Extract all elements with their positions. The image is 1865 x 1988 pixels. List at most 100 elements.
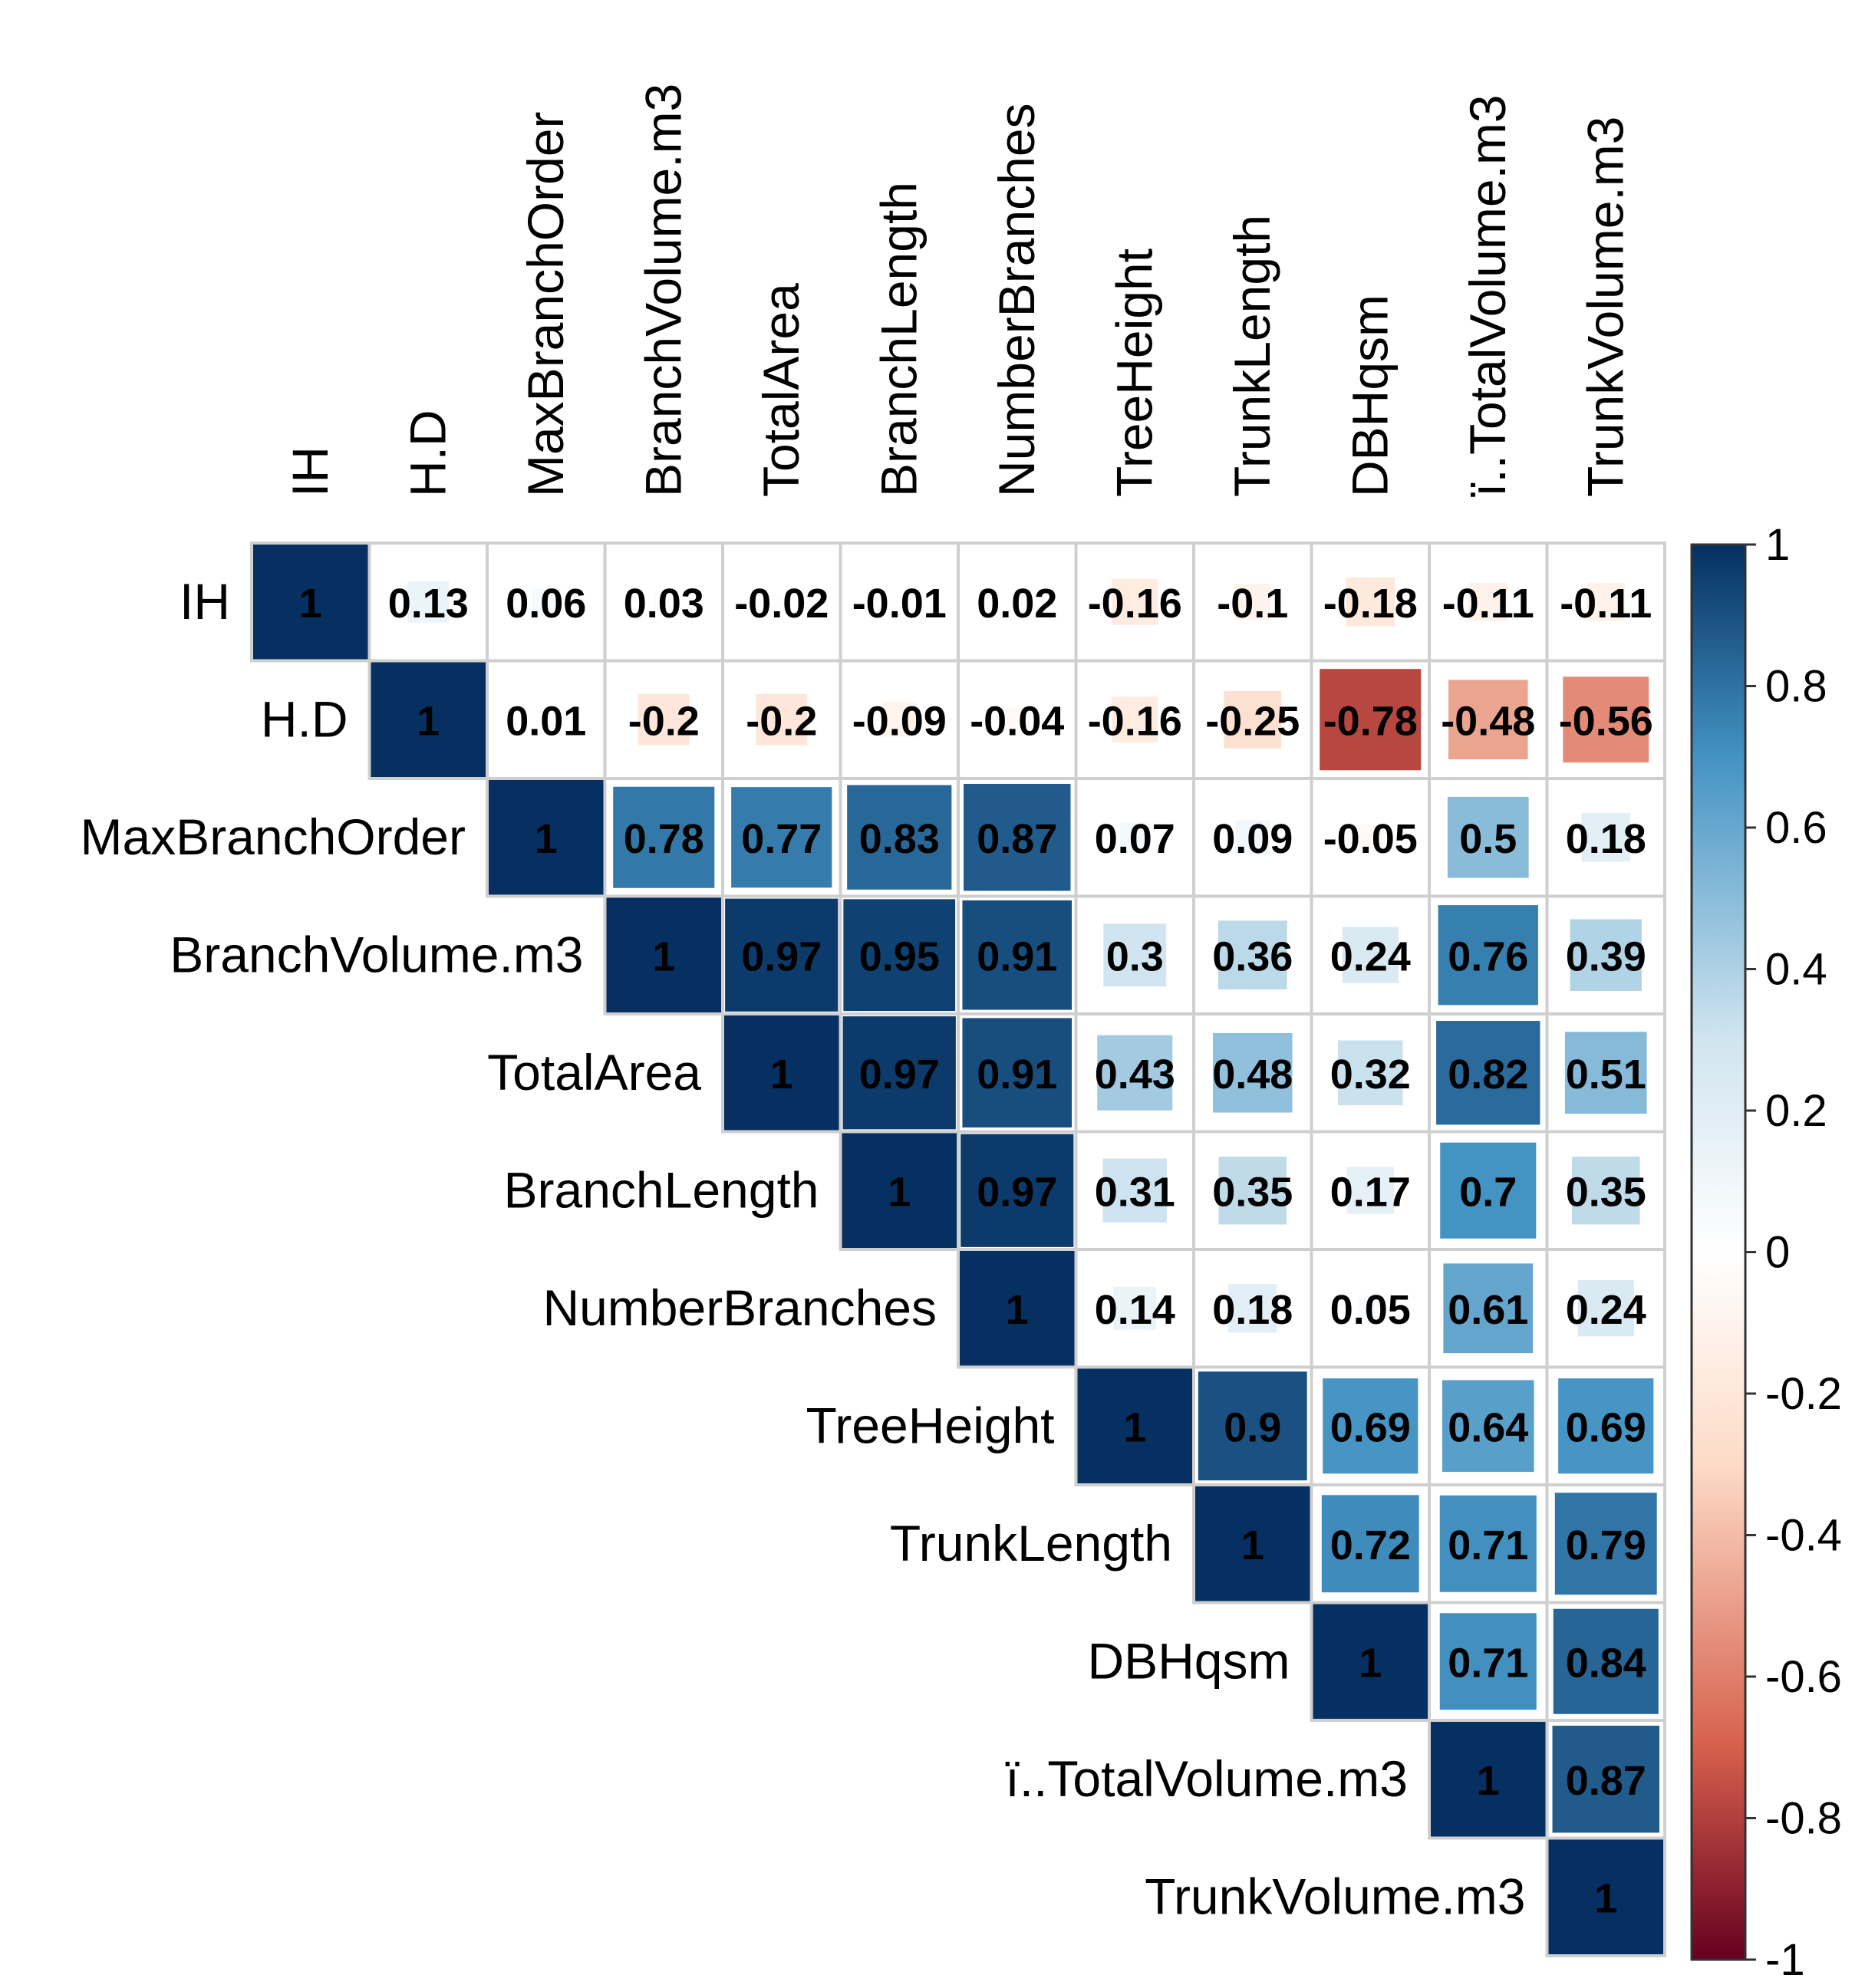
correlation-value: -0.18 [1323, 581, 1418, 627]
correlation-value: 0.7 [1459, 1169, 1517, 1215]
correlation-square [773, 594, 790, 611]
correlation-square [1112, 578, 1158, 625]
correlation-value: 0.24 [1566, 1287, 1646, 1333]
colorbar-tick-label: 1 [1765, 520, 1790, 570]
column-labels: IH H.D MaxBranchOrder BranchVolume.m3 TotalA… [282, 84, 1634, 497]
correlation-value: 1 [1241, 1522, 1264, 1568]
correlation-square [1447, 796, 1529, 878]
correlation-square [1097, 1035, 1173, 1111]
col-label: H.D [399, 410, 456, 497]
row-label: TreeHeight [806, 1397, 1054, 1453]
correlation-value: 0.72 [1330, 1522, 1411, 1568]
colorbar-tick-label: -0.4 [1765, 1511, 1842, 1561]
correlation-square [1587, 582, 1626, 621]
correlation-value: -0.04 [970, 698, 1064, 744]
correlation-square [1570, 919, 1642, 991]
colorbar-tick-label: 0.2 [1765, 1086, 1827, 1136]
colorbar-gradient [1690, 543, 1747, 1961]
correlation-value: 0.01 [506, 698, 586, 744]
correlation-value: 1 [1359, 1640, 1382, 1686]
correlation-value: 0.91 [977, 933, 1057, 979]
correlation-square [1009, 594, 1026, 611]
correlation-square [842, 1016, 956, 1130]
correlation-value: 0.61 [1448, 1287, 1528, 1333]
correlation-value: 0.14 [1095, 1287, 1175, 1333]
correlation-square [756, 693, 808, 746]
correlation-square [1581, 813, 1630, 862]
correlation-square [1321, 1495, 1419, 1593]
correlation-square [654, 591, 674, 612]
col-label: MaxBranchOrder [517, 111, 574, 497]
correlation-value: 0.09 [1212, 816, 1293, 862]
correlation-square [1198, 1371, 1307, 1481]
grid-cell [1074, 894, 1195, 1015]
correlation-value: 0.3 [1106, 933, 1164, 979]
correlation-square [1346, 1167, 1395, 1215]
correlation-square [1005, 708, 1029, 732]
correlation-square [731, 787, 832, 888]
row-label: ï..TotalVolume.m3 [1005, 1750, 1408, 1807]
correlation-square [1228, 1284, 1277, 1333]
correlation-square [847, 785, 952, 890]
correlation-value: 0.48 [1212, 1052, 1293, 1098]
correlation-square [960, 1251, 1075, 1366]
correlation-squares [253, 545, 1663, 1954]
correlation-value: 1 [1006, 1287, 1029, 1333]
correlation-square [843, 899, 956, 1012]
colorbar: 1 0.8 0.6 0.4 0.2 0 -0.2 -0.4 -0.6 -0.8 -1 [1690, 520, 1842, 1985]
correlation-value: -0.11 [1442, 581, 1534, 627]
colorbar-tick-label: 0.6 [1765, 803, 1827, 853]
correlation-value: 0.71 [1448, 1522, 1528, 1568]
correlation-value: 0.91 [977, 1052, 1057, 1098]
correlation-square [1103, 923, 1167, 987]
correlation-value: 1 [299, 581, 322, 627]
correlation-square [489, 780, 604, 895]
col-label: BranchLength [870, 182, 927, 497]
correlation-value: 0.87 [977, 816, 1057, 862]
correlation-value: 0.69 [1330, 1404, 1411, 1450]
correlation-value: 0.77 [741, 816, 822, 862]
correlation-value: 0.31 [1095, 1169, 1175, 1215]
correlation-square [1218, 1157, 1287, 1225]
correlation-square [1440, 1142, 1537, 1239]
correlation-square [1443, 1263, 1534, 1354]
correlation-square [1357, 1295, 1383, 1321]
correlation-value: 1 [1123, 1404, 1146, 1450]
correlation-value: 0.9 [1224, 1404, 1281, 1450]
correlation-value: 0.5 [1459, 816, 1517, 862]
correlation-square [842, 1133, 957, 1248]
colorbar-tick-label: -0.2 [1765, 1369, 1842, 1419]
correlation-value: 0.87 [1566, 1758, 1646, 1804]
correlation-value: 0.39 [1566, 933, 1646, 979]
col-label: TotalArea [753, 283, 809, 497]
correlation-value: -0.02 [734, 581, 829, 627]
correlation-value: 1 [1477, 1758, 1500, 1804]
col-label: NumberBranches [988, 103, 1045, 497]
correlation-value: -0.01 [852, 581, 947, 627]
correlation-value: 0.03 [624, 581, 704, 627]
correlation-square [1431, 1722, 1546, 1837]
correlation-square [1342, 927, 1399, 983]
correlation-value: 1 [417, 698, 440, 744]
correlation-square [1577, 1280, 1634, 1337]
correlation-value: 0.76 [1448, 933, 1528, 979]
correlation-square [1548, 1839, 1663, 1954]
colorbar-tick-label: 0.8 [1765, 662, 1827, 712]
correlation-square [1552, 1726, 1659, 1833]
correlation-square [1572, 1157, 1640, 1225]
correlation-square [1218, 920, 1287, 990]
correlation-square [1554, 1493, 1657, 1595]
correlation-square [1337, 1040, 1403, 1106]
correlation-value: 0.17 [1330, 1169, 1411, 1215]
row-label: IH [180, 573, 230, 630]
correlation-square [1438, 905, 1538, 1006]
col-label: IH [282, 446, 338, 497]
row-label: BranchVolume.m3 [170, 926, 583, 982]
correlation-square [1113, 1286, 1157, 1330]
colorbar-tick-label: -1 [1765, 1935, 1805, 1985]
correlation-square [961, 1134, 1074, 1247]
correlation-value: -0.78 [1323, 698, 1418, 744]
correlation-value: -0.11 [1560, 581, 1652, 627]
correlation-value: 0.71 [1448, 1640, 1528, 1686]
colorbar-tick-label: 0 [1765, 1228, 1790, 1278]
